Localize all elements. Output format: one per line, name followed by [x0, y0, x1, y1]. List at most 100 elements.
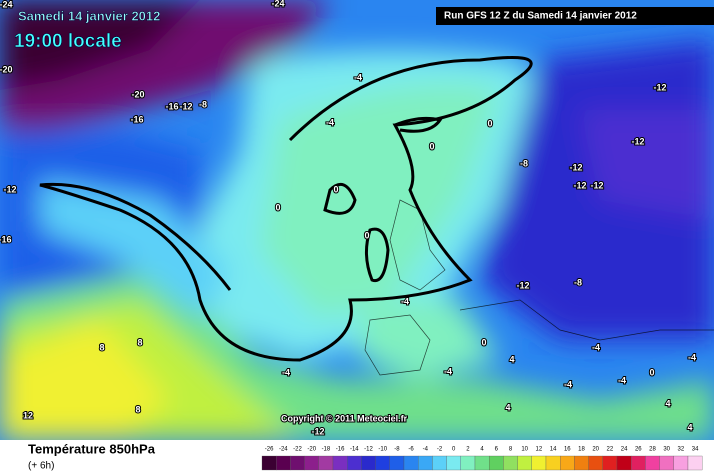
legend-tick-label: -16	[336, 447, 345, 453]
legend-tick-label: 6	[495, 447, 499, 453]
legend-swatch	[645, 455, 660, 471]
legend-swatch	[446, 455, 461, 471]
contour-label: -4	[564, 379, 572, 389]
legend-tick-label: 22	[607, 447, 614, 453]
contour-label: 4	[665, 398, 670, 408]
temperature-field	[0, 0, 714, 440]
run-info: Run GFS 12 Z du Samedi 14 janvier 2012	[444, 11, 637, 22]
contour-label: 0	[649, 367, 654, 377]
legend-tick-label: 20	[592, 447, 599, 453]
legend-tick-label: 14	[550, 447, 557, 453]
contour-label: -24	[271, 0, 284, 8]
legend-swatch	[276, 455, 291, 471]
legend-tick-label: -18	[322, 447, 331, 453]
legend-tick-label: -10	[378, 447, 387, 453]
legend-swatch	[616, 455, 632, 471]
contour-label: -4	[354, 72, 362, 82]
contour-label: -12	[590, 180, 603, 190]
legend-swatch	[531, 455, 547, 471]
copyright: Copyright © 2011 Meteociel.fr	[281, 413, 408, 423]
contour-label: 8	[135, 404, 140, 414]
legend-swatch	[602, 455, 618, 471]
legend-tick-label: -8	[394, 447, 400, 453]
legend-swatch	[560, 455, 575, 471]
legend-swatch	[687, 455, 703, 471]
legend-swatch	[474, 455, 490, 471]
contour-label: -12	[516, 280, 529, 290]
legend-tick-label: -24	[279, 447, 288, 453]
contour-label: 0	[481, 337, 486, 347]
contour-label: 8	[99, 342, 104, 352]
date: Samedi 14 janvier 2012	[18, 8, 160, 23]
legend-swatch	[673, 455, 689, 471]
contour-label: -20	[0, 64, 13, 74]
contour-label: -20	[131, 89, 144, 99]
legend-swatch	[361, 455, 376, 471]
legend-swatch	[389, 455, 405, 471]
contour-label: 4	[509, 354, 514, 364]
legend-tick-label: 16	[564, 447, 571, 453]
contour-label: -12	[653, 82, 666, 92]
contour-label: -24	[0, 0, 13, 9]
legend-swatch	[261, 455, 277, 471]
legend-tick-label: -6	[408, 447, 414, 453]
legend-tick-label: -12	[364, 447, 373, 453]
legend-tick-label: -4	[423, 447, 429, 453]
legend-swatch	[503, 455, 518, 471]
legend-swatch	[631, 455, 646, 471]
contour-label: -12	[631, 136, 644, 146]
legend-tick-label: -2	[437, 447, 443, 453]
run-box	[436, 7, 714, 25]
contour-label: -12	[573, 180, 586, 190]
legend-swatch	[418, 455, 433, 471]
legend-swatch	[375, 455, 390, 471]
contour-label: -4	[326, 117, 334, 127]
legend-tick-label: 12	[536, 447, 543, 453]
contour-label: 0	[275, 202, 280, 212]
legend-swatch	[304, 455, 319, 471]
contour-label: -8	[520, 158, 528, 168]
legend-tick-label: 30	[663, 447, 670, 453]
legend-swatch	[432, 455, 447, 471]
contour-label: -4	[618, 375, 626, 385]
legend-swatch	[403, 455, 419, 471]
legend-swatch	[517, 455, 532, 471]
zero-contour	[39, 56, 533, 362]
local-time: 19:00 locale	[14, 31, 122, 52]
contour-label: -16	[165, 101, 178, 111]
legend-swatch	[659, 455, 674, 471]
contour-label: -4	[444, 366, 452, 376]
contour-label: -12	[311, 426, 324, 436]
contour-label: 12	[23, 410, 33, 420]
contour-label: -4	[401, 296, 409, 306]
legend-tick-label: 28	[649, 447, 656, 453]
legend-title: Température 850hPa	[28, 441, 156, 456]
contour-label: 0	[487, 118, 492, 128]
contour-label: -4	[592, 342, 600, 352]
legend-swatch	[347, 455, 362, 471]
legend-tick-label: 34	[692, 447, 699, 453]
legend-tick-label: -22	[293, 447, 302, 453]
legend-tick-label: 32	[678, 447, 685, 453]
coastlines	[364, 199, 714, 376]
legend-tick-label: 4	[480, 447, 484, 453]
legend-swatch	[318, 455, 334, 471]
legend-swatch	[460, 455, 476, 471]
legend-tick-label: -26	[265, 447, 274, 453]
legend-tick-label: -14	[350, 447, 359, 453]
legend-tick-label: 26	[635, 447, 642, 453]
contour-label: 4	[505, 402, 510, 412]
contour-label: 0	[429, 141, 434, 151]
legend-swatch	[588, 455, 603, 471]
legend-subtitle: (+ 6h)	[28, 461, 54, 472]
contour-label: 0	[333, 184, 338, 194]
contour-label: -12	[179, 101, 192, 111]
contour-label: -4	[688, 352, 696, 362]
legend-swatch	[574, 455, 589, 471]
legend-tick-label: 18	[578, 447, 585, 453]
legend-swatch	[290, 455, 305, 471]
contour-label: -8	[199, 99, 207, 109]
contour-label: 0	[364, 230, 369, 240]
